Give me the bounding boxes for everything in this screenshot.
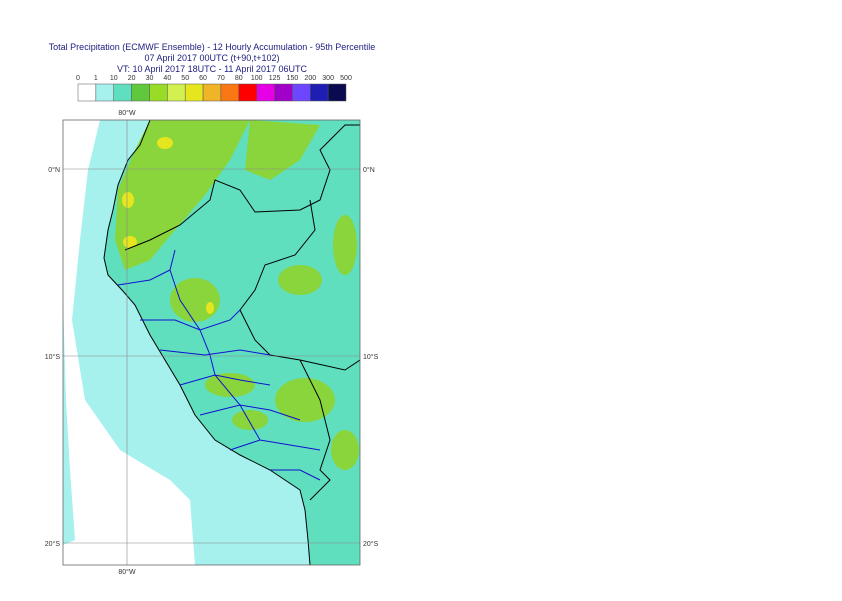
- legend-swatch: [310, 83, 329, 102]
- legend-label: 1: [94, 75, 98, 82]
- legend-swatch: [256, 83, 275, 102]
- legend-swatch: [77, 83, 97, 102]
- lat-label: 20°S: [363, 540, 379, 548]
- legend-label: 500: [340, 75, 352, 82]
- lat-label: 0°N: [363, 166, 375, 174]
- country-borders: [103, 120, 360, 565]
- map: [63, 120, 360, 565]
- legend-label: 100: [251, 75, 263, 82]
- lat-label: 0°N: [48, 166, 60, 174]
- legend-label: 10: [110, 75, 118, 82]
- legend-label: 300: [322, 75, 334, 82]
- legend-label: 125: [269, 75, 281, 82]
- lon-label: 80°W: [118, 568, 136, 576]
- legend-swatch: [184, 83, 204, 102]
- lon-label: 80°W: [118, 109, 136, 117]
- legend-label: 80: [235, 75, 243, 82]
- legend-swatch: [149, 83, 168, 102]
- region-borders: [117, 249, 321, 481]
- legend-label: 30: [146, 75, 154, 82]
- map-frame: [62, 119, 361, 566]
- valid-time: VT: 10 April 2017 18UTC - 11 April 2017 …: [117, 64, 307, 74]
- legend: 0 1 10 20 30 40 50 60 70 80 100 125 150 200 300 500: [76, 75, 352, 102]
- legend-label: 150: [287, 75, 299, 82]
- legend-swatch: [167, 83, 186, 102]
- legend-label: 0: [76, 75, 80, 82]
- legend-swatch: [113, 83, 132, 102]
- legend-label: 200: [304, 75, 316, 82]
- title: Total Precipitation (ECMWF Ensemble) - 1…: [49, 42, 376, 52]
- legend-label: 60: [199, 75, 207, 82]
- dry-ocean: [63, 120, 195, 565]
- legend-label: 40: [163, 75, 171, 82]
- lat-label: 20°S: [45, 540, 61, 548]
- legend-label: 70: [217, 75, 225, 82]
- lat-label: 10°S: [45, 353, 61, 361]
- heavy-rain: [122, 137, 214, 314]
- legend-swatch: [220, 83, 240, 102]
- legend-swatch: [327, 83, 347, 102]
- moderate-rain: [115, 120, 359, 470]
- legend-label: 50: [181, 75, 189, 82]
- legend-swatch: [202, 83, 222, 102]
- legend-swatch: [274, 83, 293, 102]
- legend-swatch: [131, 83, 150, 102]
- graticule: [63, 120, 360, 565]
- lat-label: 10°S: [363, 353, 379, 361]
- legend-swatch: [95, 83, 114, 102]
- legend-swatch: [238, 83, 257, 102]
- base-time: 07 April 2017 00UTC (t+90,t+102): [144, 53, 279, 63]
- legend-swatch: [292, 83, 311, 102]
- legend-label: 20: [128, 75, 136, 82]
